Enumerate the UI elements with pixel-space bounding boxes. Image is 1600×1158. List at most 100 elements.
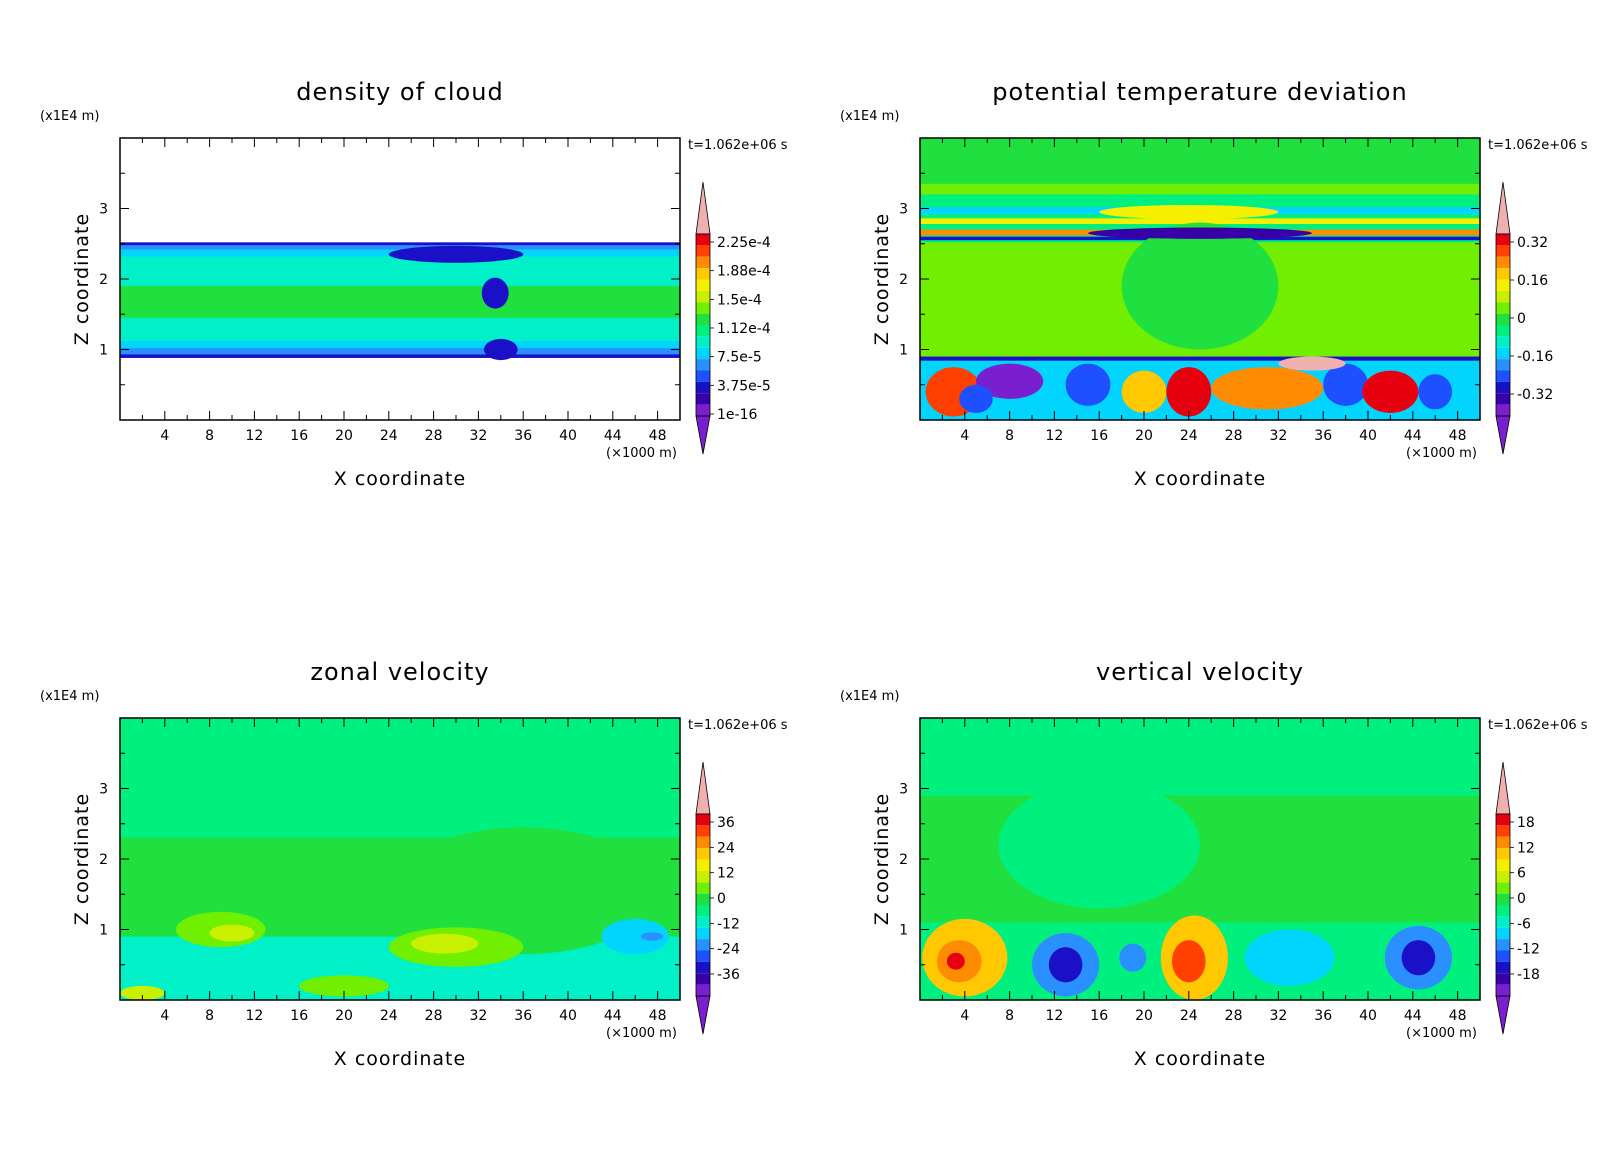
x-tick-label: 8 bbox=[205, 428, 214, 444]
colorbar-label: 7.5e-5 bbox=[717, 350, 762, 366]
x-ticks: 4 8 12 16 20 24 28 32 36 40 44 48 bbox=[141, 138, 667, 444]
colorbar-segment bbox=[1496, 859, 1510, 871]
x-tick-label: 24 bbox=[380, 1008, 398, 1024]
x-tick-label: 48 bbox=[1449, 1008, 1467, 1024]
time-label: t=1.062e+06 s bbox=[1488, 138, 1588, 153]
colorbar-label: 36 bbox=[717, 815, 735, 831]
colorbar-segment bbox=[1496, 882, 1510, 894]
x-unit-label: (×1000 m) bbox=[606, 446, 677, 461]
colorbar-segment bbox=[696, 950, 710, 962]
x-tick-label: 40 bbox=[559, 1008, 577, 1024]
colorbar-segment bbox=[1496, 370, 1510, 382]
colorbar-label: 2.25e-4 bbox=[717, 235, 771, 251]
field-feature bbox=[484, 338, 518, 361]
colorbar-segment bbox=[1496, 870, 1510, 883]
x-tick-label: 4 bbox=[960, 428, 969, 444]
x-tick-label: 32 bbox=[469, 428, 487, 444]
x-axis-label: X coordinate bbox=[1134, 468, 1266, 490]
y-ticks: 1 2 3 bbox=[899, 752, 1480, 966]
field-band bbox=[920, 356, 1480, 361]
x-ticks: 4 8 12 16 20 24 28 32 36 40 44 48 bbox=[941, 138, 1467, 444]
y-unit-label: (x1E4 m) bbox=[840, 109, 899, 124]
field-feature bbox=[411, 933, 479, 954]
x-tick-label: 16 bbox=[290, 428, 308, 444]
colorbar-segment bbox=[1496, 359, 1510, 371]
colorbar-segment bbox=[1496, 290, 1510, 303]
colorbar-segment bbox=[696, 347, 710, 360]
x-unit-label: (×1000 m) bbox=[606, 1026, 677, 1041]
y-tick-label: 2 bbox=[899, 272, 908, 288]
colorbar-label: -36 bbox=[717, 967, 740, 983]
x-tick-label: 8 bbox=[1005, 1008, 1014, 1024]
x-tick-label: 48 bbox=[1449, 428, 1467, 444]
x-tick-label: 28 bbox=[1225, 1008, 1243, 1024]
y-tick-label: 3 bbox=[899, 782, 908, 798]
field-feature bbox=[388, 827, 658, 955]
y-unit-label: (x1E4 m) bbox=[840, 689, 899, 704]
y-unit-label: (x1E4 m) bbox=[40, 689, 99, 704]
y-tick-label: 3 bbox=[99, 782, 108, 798]
colorbar-segment bbox=[696, 245, 710, 257]
y-ticks: 1 2 3 bbox=[99, 752, 680, 966]
colorbar-frame bbox=[1495, 813, 1511, 997]
y-tick-label: 3 bbox=[99, 202, 108, 218]
colorbar-segment bbox=[696, 825, 710, 837]
x-tick-label: 36 bbox=[514, 428, 532, 444]
field-feature bbox=[1121, 222, 1279, 350]
field-band bbox=[920, 138, 1480, 184]
colorbar-label: 0 bbox=[717, 891, 726, 907]
plot-area bbox=[120, 718, 680, 1000]
field-feature bbox=[601, 918, 669, 955]
y-ticks: 1 2 3 bbox=[899, 172, 1480, 386]
colorbar-segment bbox=[696, 234, 710, 246]
colorbar-segment bbox=[696, 370, 710, 382]
x-axis-label: X coordinate bbox=[334, 1048, 466, 1070]
y-tick-label: 3 bbox=[899, 202, 908, 218]
colorbar-segment bbox=[696, 859, 710, 871]
colorbar-label: 0.16 bbox=[1517, 273, 1548, 289]
panel-title: zonal velocity bbox=[310, 658, 489, 686]
x-tick-label: 8 bbox=[205, 1008, 214, 1024]
colorbar-segment bbox=[1496, 825, 1510, 837]
colorbar-bottom-arrow bbox=[1495, 415, 1511, 455]
x-axis-label: X coordinate bbox=[334, 468, 466, 490]
colorbar-segment bbox=[1496, 381, 1510, 394]
x-tick-label: 20 bbox=[1135, 1008, 1153, 1024]
colorbar-segment bbox=[1496, 893, 1510, 905]
colorbar-segment bbox=[696, 984, 710, 996]
x-tick-label: 20 bbox=[1135, 428, 1153, 444]
time-label: t=1.062e+06 s bbox=[688, 718, 788, 733]
colorbar-segment bbox=[1496, 256, 1510, 269]
colorbar-segment bbox=[696, 882, 710, 894]
colorbar-segment bbox=[1496, 325, 1510, 337]
colorbar-segment bbox=[696, 325, 710, 337]
colorbar-segment bbox=[1496, 268, 1510, 280]
colorbar-segment bbox=[1496, 939, 1510, 951]
colorbar-segment bbox=[1496, 393, 1510, 405]
field-feature bbox=[1323, 363, 1368, 406]
field-feature bbox=[388, 245, 524, 263]
x-tick-label: 48 bbox=[649, 1008, 667, 1024]
x-tick-label: 40 bbox=[1359, 428, 1377, 444]
colorbar-bottom-arrow bbox=[695, 415, 711, 455]
colorbar-segment bbox=[1496, 347, 1510, 360]
x-tick-label: 12 bbox=[1045, 1008, 1063, 1024]
x-tick-label: 36 bbox=[1314, 428, 1332, 444]
x-tick-label: 28 bbox=[425, 1008, 443, 1024]
colorbar-label: 1e-16 bbox=[717, 407, 757, 423]
y-tick-label: 1 bbox=[899, 923, 908, 939]
colorbar-top-arrow bbox=[1495, 181, 1511, 235]
colorbar-segment bbox=[1496, 984, 1510, 996]
field-feature bbox=[120, 985, 165, 1000]
colorbar-segment bbox=[696, 279, 710, 291]
field-feature bbox=[1166, 367, 1212, 417]
colorbar-segment bbox=[696, 393, 710, 405]
x-tick-label: 28 bbox=[1225, 428, 1243, 444]
colorbar-segment bbox=[696, 302, 710, 314]
colorbar-bottom-arrow bbox=[695, 995, 711, 1035]
colorbar-label: 0 bbox=[1517, 891, 1526, 907]
colorbar: 18 12 6 0 -6 -12 -18 bbox=[1495, 761, 1540, 1035]
x-tick-label: 44 bbox=[1404, 428, 1422, 444]
